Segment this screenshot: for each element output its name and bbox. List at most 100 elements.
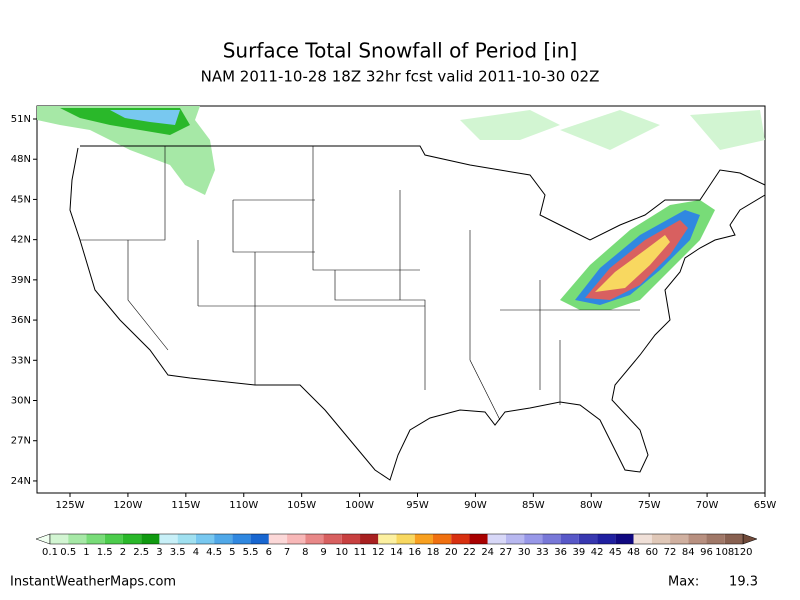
x-tick-label: 100W (345, 500, 374, 511)
colorbar-label: 42 (591, 547, 604, 558)
y-tick-label: 33N (11, 355, 31, 366)
colorbar-frame (49, 533, 744, 545)
colorbar-label: 24 (481, 547, 494, 558)
colorbar-label: 96 (700, 547, 713, 558)
y-tick-label: 45N (11, 194, 31, 205)
colorbar-swatch (724, 534, 743, 544)
x-tick-label: 90W (464, 500, 487, 511)
colorbar-label: 72 (664, 547, 677, 558)
colorbar-swatch (250, 534, 269, 544)
colorbar-swatch (177, 534, 196, 544)
colorbar-swatch (141, 534, 160, 544)
colorbar-swatch (615, 534, 634, 544)
colorbar-label: 30 (518, 547, 531, 558)
colorbar-label: 5.5 (243, 547, 259, 558)
colorbar-label: 27 (500, 547, 513, 558)
y-tick-label: 27N (11, 436, 31, 447)
colorbar-swatch (232, 534, 251, 544)
colorbar-swatch (86, 534, 105, 544)
colorbar-label: 2 (120, 547, 126, 558)
colorbar-label: 6 (266, 547, 272, 558)
colorbar-label: 12 (372, 547, 385, 558)
colorbar-label: 120 (733, 547, 752, 558)
colorbar-swatch (524, 534, 543, 544)
x-tick-label: 85W (522, 500, 545, 511)
colorbar-label: 8 (302, 547, 308, 558)
y-tick-label: 24N (11, 476, 31, 487)
colorbar-label: 5 (229, 547, 235, 558)
colorbar-label: 18 (427, 547, 440, 558)
colorbar-swatch (159, 534, 178, 544)
subtitle: NAM 2011-10-28 18Z 32hr fcst valid 2011-… (201, 68, 600, 86)
colorbar-swatch (487, 534, 506, 544)
colorbar-swatch (542, 534, 561, 544)
y-tick-label: 42N (11, 235, 31, 246)
max-label: Max: (668, 575, 699, 590)
colorbar-over (742, 533, 758, 545)
x-tick-label: 70W (696, 500, 719, 511)
colorbar-label: 14 (390, 547, 403, 558)
x-tick-label: 65W (754, 500, 777, 511)
colorbar-swatch (451, 534, 470, 544)
colorbar-label: 7 (284, 547, 290, 558)
colorbar-swatch (396, 534, 415, 544)
snow-area (110, 110, 180, 125)
colorbar-label: 84 (682, 547, 695, 558)
y-tick-label: 30N (11, 396, 31, 407)
colorbar-label: 20 (445, 547, 458, 558)
colorbar-label: 1.5 (97, 547, 113, 558)
y-tick-label: 48N (11, 154, 31, 165)
colorbar-swatch (378, 534, 397, 544)
colorbar-label: 16 (408, 547, 421, 558)
source: InstantWeatherMaps.com (10, 575, 176, 590)
x-tick-label: 95W (406, 500, 429, 511)
map-area (36, 105, 766, 494)
colorbar-swatch (578, 534, 598, 544)
colorbar-swatch (597, 534, 616, 544)
colorbar-swatch (670, 534, 689, 544)
colorbar-swatch (469, 534, 488, 544)
colorbar-label: 22 (463, 547, 476, 558)
coastline (69, 145, 766, 481)
colorbar-swatch (651, 534, 671, 544)
colorbar-swatch (287, 534, 306, 544)
x-tick-label: 110W (229, 500, 258, 511)
colorbar-swatch (323, 534, 342, 544)
colorbar-swatch (341, 534, 361, 544)
x-tick-label: 80W (580, 500, 603, 511)
colorbar-swatch (414, 534, 433, 544)
colorbar-swatch (560, 534, 579, 544)
colorbar-label: 0.5 (60, 547, 76, 558)
x-tick-label: 105W (287, 500, 316, 511)
colorbar-swatch (432, 534, 452, 544)
x-tick-label: 125W (56, 500, 85, 511)
map-frame (36, 105, 766, 494)
x-tick-label: 75W (638, 500, 661, 511)
colorbar-swatch (505, 534, 525, 544)
colorbar-label: 4.5 (206, 547, 222, 558)
colorbar-label: 0.1 (42, 547, 58, 558)
colorbar-label: 39 (573, 547, 586, 558)
colorbar-swatch (50, 534, 69, 544)
colorbar-label: 108 (715, 547, 734, 558)
y-tick-label: 36N (11, 315, 31, 326)
x-tick-label: 115W (171, 500, 200, 511)
colorbar-label: 60 (645, 547, 658, 558)
colorbar-label: 33 (536, 547, 549, 558)
colorbar-label: 9 (320, 547, 326, 558)
snow-area (595, 235, 670, 292)
colorbar-label: 1 (83, 547, 89, 558)
colorbar-label: 3 (156, 547, 162, 558)
y-tick-label: 39N (11, 275, 31, 286)
colorbar-swatch (195, 534, 215, 544)
colorbar-swatch (268, 534, 288, 544)
colorbar-swatch (122, 534, 142, 544)
snow-area (460, 110, 765, 150)
colorbar-swatch (633, 534, 652, 544)
colorbar-label: 10 (335, 547, 348, 558)
colorbar: 0.1 0.5 1 1.5 2 2.5 3 3.5 4 4.5 5 5.5 6 7 8 9 10 11 12 14 16… (35, 533, 758, 558)
colorbar-swatch (688, 534, 707, 544)
colorbar-label: 3.5 (170, 547, 186, 558)
colorbar-label: 36 (554, 547, 567, 558)
